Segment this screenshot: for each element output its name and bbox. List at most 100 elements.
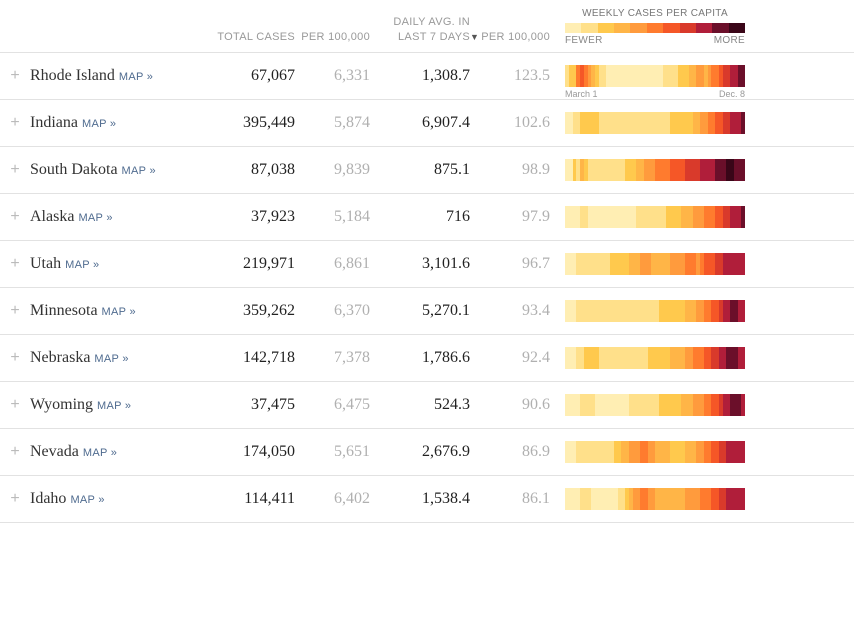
cell-per-100k: 6,370 <box>295 302 370 320</box>
cell-daily-avg-7days: 3,101.6 <box>370 255 470 273</box>
header-daily-avg-7days[interactable]: DAILY AVG. IN LAST 7 DAYS <box>370 15 470 46</box>
map-link[interactable]: MAP » <box>65 259 99 271</box>
cell-per-100k: 6,402 <box>295 490 370 508</box>
cell-per-100k: 6,475 <box>295 396 370 414</box>
heatmap-strip <box>565 253 745 275</box>
cell-daily-avg-7days: 5,270.1 <box>370 302 470 320</box>
legend-title: WEEKLY CASES PER CAPITA <box>565 8 745 19</box>
expand-icon[interactable]: + <box>10 114 19 131</box>
heatmap-end-date: Dec. 8 <box>719 89 745 99</box>
cell-total-cases: 395,449 <box>205 114 295 132</box>
legend-color-bar <box>565 23 745 33</box>
map-link[interactable]: MAP » <box>83 447 117 459</box>
cell-total-cases: 174,050 <box>205 443 295 461</box>
expand-icon[interactable]: + <box>10 349 19 366</box>
cell-total-cases: 67,067 <box>205 67 295 85</box>
cell-per-100k: 9,839 <box>295 161 370 179</box>
table-row: +AlaskaMAP »37,9235,18471697.9 <box>0 194 854 241</box>
cell-avg-per-100k: 90.6 <box>470 396 550 414</box>
cell-daily-avg-7days: 875.1 <box>370 161 470 179</box>
cell-total-cases: 87,038 <box>205 161 295 179</box>
map-link[interactable]: MAP » <box>94 353 128 365</box>
state-name[interactable]: Alaska <box>30 208 74 225</box>
table-row: + Idaho MAP » 114,4116,4021,538.486.1 <box>0 476 854 523</box>
header-heatmap-legend: WEEKLY CASES PER CAPITA FEWER MORE <box>550 8 745 46</box>
cell-avg-per-100k: 97.9 <box>470 208 550 226</box>
cell-heatmap <box>550 300 745 322</box>
table-row: +WyomingMAP »37,4756,475524.390.6 <box>0 382 854 429</box>
header-per-100k[interactable]: PER 100,000 <box>295 30 370 46</box>
state-name[interactable]: Nebraska <box>30 349 90 366</box>
expand-icon[interactable]: + <box>10 255 19 272</box>
cell-total-cases: 219,971 <box>205 255 295 273</box>
table-row: +NebraskaMAP »142,7187,3781,786.692.4 <box>0 335 854 382</box>
heatmap-strip <box>565 441 745 463</box>
state-name[interactable]: South Dakota <box>30 161 118 178</box>
map-link[interactable]: MAP » <box>122 165 156 177</box>
state-name[interactable]: Idaho <box>30 490 66 507</box>
expand-icon[interactable]: + <box>10 490 19 507</box>
cell-avg-per-100k: 86.1 <box>470 490 550 508</box>
state-name[interactable]: Wyoming <box>30 396 93 413</box>
cell-heatmap <box>550 112 745 134</box>
table-row: +Rhode IslandMAP »67,0676,3311,308.7123.… <box>0 53 854 100</box>
heatmap-strip <box>565 300 745 322</box>
heatmap-strip <box>565 206 745 228</box>
header-total-cases[interactable]: TOTAL CASES <box>205 30 295 46</box>
cell-heatmap <box>550 206 745 228</box>
heatmap-strip <box>565 488 745 510</box>
cell-avg-per-100k: 92.4 <box>470 349 550 367</box>
cell-daily-avg-7days: 1,538.4 <box>370 490 470 508</box>
expand-icon[interactable]: + <box>10 161 19 178</box>
cell-daily-avg-7days: 716 <box>370 208 470 226</box>
heatmap-start-date: March 1 <box>565 89 598 99</box>
legend-labels: FEWER MORE <box>565 35 745 46</box>
table-header-row: TOTAL CASES PER 100,000 DAILY AVG. IN LA… <box>0 0 854 53</box>
state-name[interactable]: Indiana <box>30 114 78 131</box>
expand-icon[interactable]: + <box>10 396 19 413</box>
heatmap-strip <box>565 159 745 181</box>
cell-avg-per-100k: 98.9 <box>470 161 550 179</box>
cell-per-100k: 5,184 <box>295 208 370 226</box>
expand-icon[interactable]: + <box>10 208 19 225</box>
cell-per-100k: 6,861 <box>295 255 370 273</box>
cell-avg-per-100k: 96.7 <box>470 255 550 273</box>
cell-heatmap: March 1Dec. 8 <box>550 65 745 87</box>
map-link[interactable]: MAP » <box>97 400 131 412</box>
cell-total-cases: 37,475 <box>205 396 295 414</box>
map-link[interactable]: MAP » <box>78 212 112 224</box>
cell-total-cases: 142,718 <box>205 349 295 367</box>
header-avg-per-100k[interactable]: ▼PER 100,000 <box>470 30 550 46</box>
cell-avg-per-100k: 102.6 <box>470 114 550 132</box>
map-link[interactable]: MAP » <box>102 306 136 318</box>
map-link[interactable]: MAP » <box>70 494 104 506</box>
cell-heatmap <box>550 488 745 510</box>
state-name[interactable]: Minnesota <box>30 302 98 319</box>
cell-total-cases: 359,262 <box>205 302 295 320</box>
map-link[interactable]: MAP » <box>82 118 116 130</box>
cell-avg-per-100k: 123.5 <box>470 67 550 85</box>
heatmap-strip <box>565 394 745 416</box>
table-row: + Utah MAP » 219,9716,8613,101.696.7 <box>0 241 854 288</box>
table-row: + Minnesota MAP » 359,2626,3705,270.193.4 <box>0 288 854 335</box>
expand-icon[interactable]: + <box>10 302 19 319</box>
expand-icon[interactable]: + <box>10 67 19 84</box>
header-avg-per-100k-label: PER 100,000 <box>481 31 550 43</box>
cell-total-cases: 114,411 <box>205 490 295 508</box>
table-row: + South Dakota MAP » 87,0389,839875.198.9 <box>0 147 854 194</box>
cell-heatmap <box>550 253 745 275</box>
state-name[interactable]: Utah <box>30 255 61 272</box>
map-link[interactable]: MAP » <box>119 71 153 83</box>
table-row: +NevadaMAP »174,0505,6512,676.986.9 <box>0 429 854 476</box>
cell-avg-per-100k: 93.4 <box>470 302 550 320</box>
expand-icon[interactable]: + <box>10 443 19 460</box>
cell-heatmap <box>550 159 745 181</box>
heatmap-strip <box>565 65 745 87</box>
cell-heatmap <box>550 441 745 463</box>
cell-per-100k: 5,651 <box>295 443 370 461</box>
cell-daily-avg-7days: 6,907.4 <box>370 114 470 132</box>
state-name[interactable]: Rhode Island <box>30 67 115 84</box>
state-name[interactable]: Nevada <box>30 443 79 460</box>
legend-fewer: FEWER <box>565 35 603 46</box>
table-row: +IndianaMAP »395,4495,8746,907.4102.6 <box>0 100 854 147</box>
